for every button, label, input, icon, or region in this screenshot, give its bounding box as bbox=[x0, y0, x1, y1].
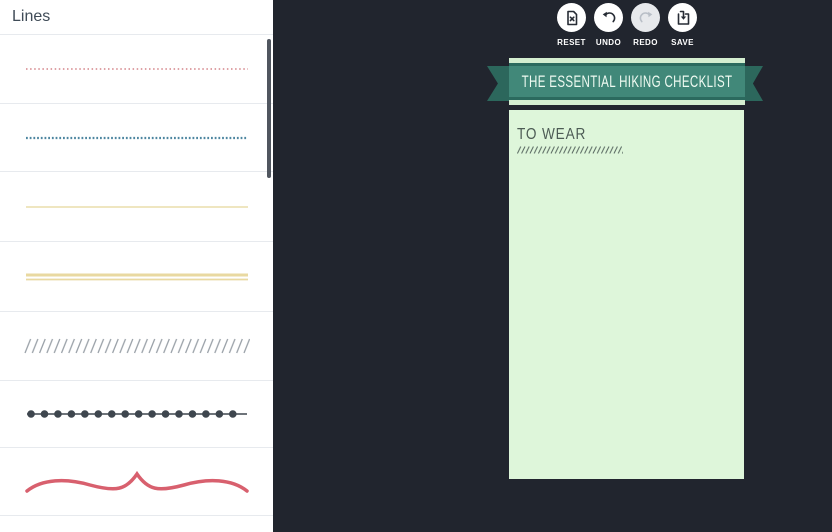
line-item-red-dotted[interactable] bbox=[0, 35, 273, 104]
redo-arrow-icon bbox=[639, 11, 652, 22]
double-yellow-line-icon bbox=[25, 273, 248, 280]
line-item-blue-dotted[interactable] bbox=[0, 104, 273, 172]
undo-arrow-icon bbox=[602, 11, 615, 22]
lines-panel: Lines bbox=[0, 0, 273, 532]
reset-label: RESET bbox=[557, 38, 586, 47]
canvas-toolbar: RESET UNDO REDO bbox=[553, 3, 701, 47]
undo-label: UNDO bbox=[595, 38, 622, 47]
red-dotted-line-icon bbox=[25, 68, 248, 70]
line-item-partial[interactable] bbox=[0, 516, 273, 530]
design-canvas[interactable]: RESET UNDO REDO bbox=[273, 0, 832, 532]
line-item-red-curly-brace[interactable] bbox=[0, 448, 273, 516]
red-curly-brace-line-icon bbox=[24, 470, 249, 493]
panel-title: Lines bbox=[0, 0, 273, 35]
checklist-banner[interactable]: THE ESSENTIAL HIKING CHECKLIST bbox=[509, 58, 745, 105]
redo-label: REDO bbox=[633, 38, 658, 47]
undo-button[interactable]: UNDO bbox=[590, 3, 627, 47]
section-divider-hatch-icon bbox=[517, 146, 623, 154]
diagonal-hatch-line-icon bbox=[23, 338, 250, 354]
sidebar-scrollbar[interactable] bbox=[267, 39, 271, 178]
save-label: SAVE bbox=[671, 38, 694, 47]
reset-document-x-icon bbox=[566, 10, 577, 25]
save-button[interactable]: SAVE bbox=[664, 3, 701, 47]
line-item-beaded[interactable] bbox=[0, 381, 273, 448]
checklist-card[interactable]: TO WEAR bbox=[509, 110, 744, 479]
line-item-pale-yellow[interactable] bbox=[0, 172, 273, 242]
redo-button[interactable]: REDO bbox=[627, 3, 664, 47]
beaded-line-icon bbox=[26, 410, 249, 418]
line-item-diagonal-hatch[interactable] bbox=[0, 312, 273, 381]
banner-title: THE ESSENTIAL HIKING CHECKLIST bbox=[521, 71, 733, 91]
blue-dotted-line-icon bbox=[25, 136, 248, 139]
reset-button[interactable]: RESET bbox=[553, 3, 590, 47]
line-item-double-yellow[interactable] bbox=[0, 242, 273, 312]
card-section-title: TO WEAR bbox=[517, 126, 587, 143]
save-icon bbox=[677, 10, 689, 25]
pale-yellow-line-icon bbox=[25, 205, 248, 208]
